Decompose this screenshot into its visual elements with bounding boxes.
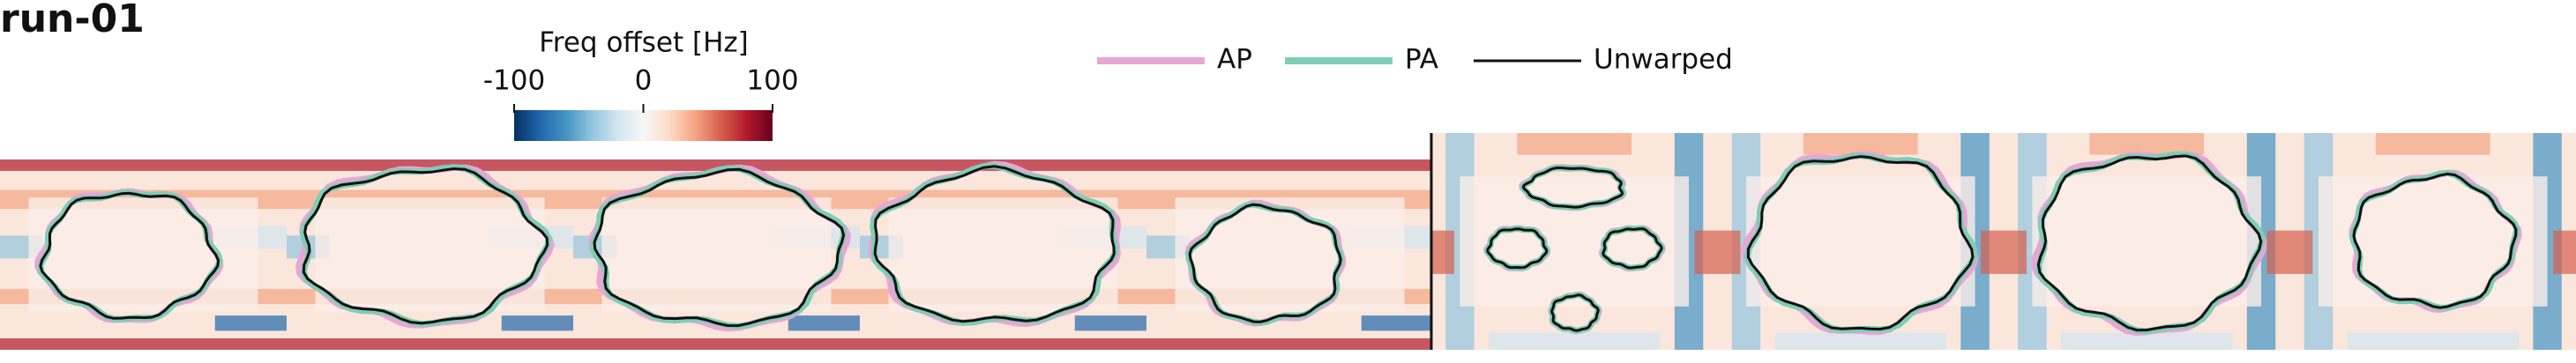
slice-panel	[0, 159, 287, 350]
contour-unwarped	[593, 167, 846, 328]
contour-unwarped	[1521, 167, 1624, 209]
slice-field	[2375, 133, 2490, 155]
slice-center	[601, 197, 832, 312]
slice-field	[1774, 332, 1947, 350]
slice-field	[1488, 332, 1661, 350]
slice-field	[2289, 230, 2313, 274]
colorbar-label: Freq offset [Hz]	[539, 27, 749, 59]
title: run-01	[0, 0, 145, 41]
slice-field	[1361, 315, 1433, 331]
slice-center	[1745, 176, 1975, 307]
slice-center	[2032, 176, 2262, 307]
slice-panel	[860, 159, 1146, 350]
slice-field	[0, 159, 287, 171]
contour-unwarped	[39, 191, 220, 320]
slice-panel	[2289, 133, 2576, 350]
slice-field	[2004, 230, 2027, 274]
contour-unwarped	[302, 167, 549, 325]
slice-field	[2266, 230, 2290, 274]
slice-panel	[573, 159, 860, 350]
slice-field	[2553, 230, 2576, 274]
legend-label: PA	[1405, 44, 1438, 76]
slice-field	[788, 315, 860, 331]
slice-field	[0, 338, 287, 350]
colorbar-tick-label: -100	[483, 65, 545, 97]
slice-field	[2347, 332, 2520, 350]
legend-label: AP	[1217, 44, 1252, 76]
contour-unwarped	[2036, 154, 2263, 332]
slice-field	[1517, 133, 1632, 155]
slice-field	[860, 338, 1146, 350]
contour-unwarped	[1550, 293, 1600, 332]
slice-field	[1981, 230, 2004, 274]
slice-field	[1717, 230, 1741, 274]
slice-field	[214, 315, 287, 331]
slice-center	[1460, 176, 1690, 307]
colorbar-tick-label: 0	[635, 65, 653, 97]
panels	[0, 133, 2576, 350]
contour-unwarped	[1486, 227, 1549, 270]
colorbar-tick-label: 100	[746, 65, 798, 97]
contour-unwarped	[1602, 226, 1663, 270]
slice-panel	[2004, 133, 2290, 350]
contour-unwarped	[1188, 203, 1342, 323]
slice-field	[1074, 315, 1146, 331]
colorbar	[514, 110, 773, 141]
slice-field	[2060, 332, 2233, 350]
slice-panel	[1717, 133, 2004, 350]
slice-field	[1431, 230, 1454, 274]
contour-unwarped	[1746, 155, 1975, 331]
slice-field	[501, 315, 573, 331]
contour-unwarped	[2352, 172, 2518, 309]
slice-center	[1175, 197, 1405, 312]
legend-label: Unwarped	[1594, 44, 1733, 76]
slice-field	[287, 159, 573, 171]
slice-field	[1694, 230, 1718, 274]
slice-panel	[1146, 159, 1433, 350]
slice-panel	[287, 159, 573, 350]
slice-field	[573, 159, 860, 171]
slice-field	[2089, 133, 2205, 155]
slice-field	[287, 338, 573, 350]
slice-field	[1146, 338, 1433, 350]
slice-field	[1146, 159, 1433, 171]
contour-unwarped	[873, 165, 1116, 323]
slice-panel	[1431, 133, 1718, 350]
slice-field	[573, 338, 860, 350]
slice-center	[888, 197, 1118, 312]
